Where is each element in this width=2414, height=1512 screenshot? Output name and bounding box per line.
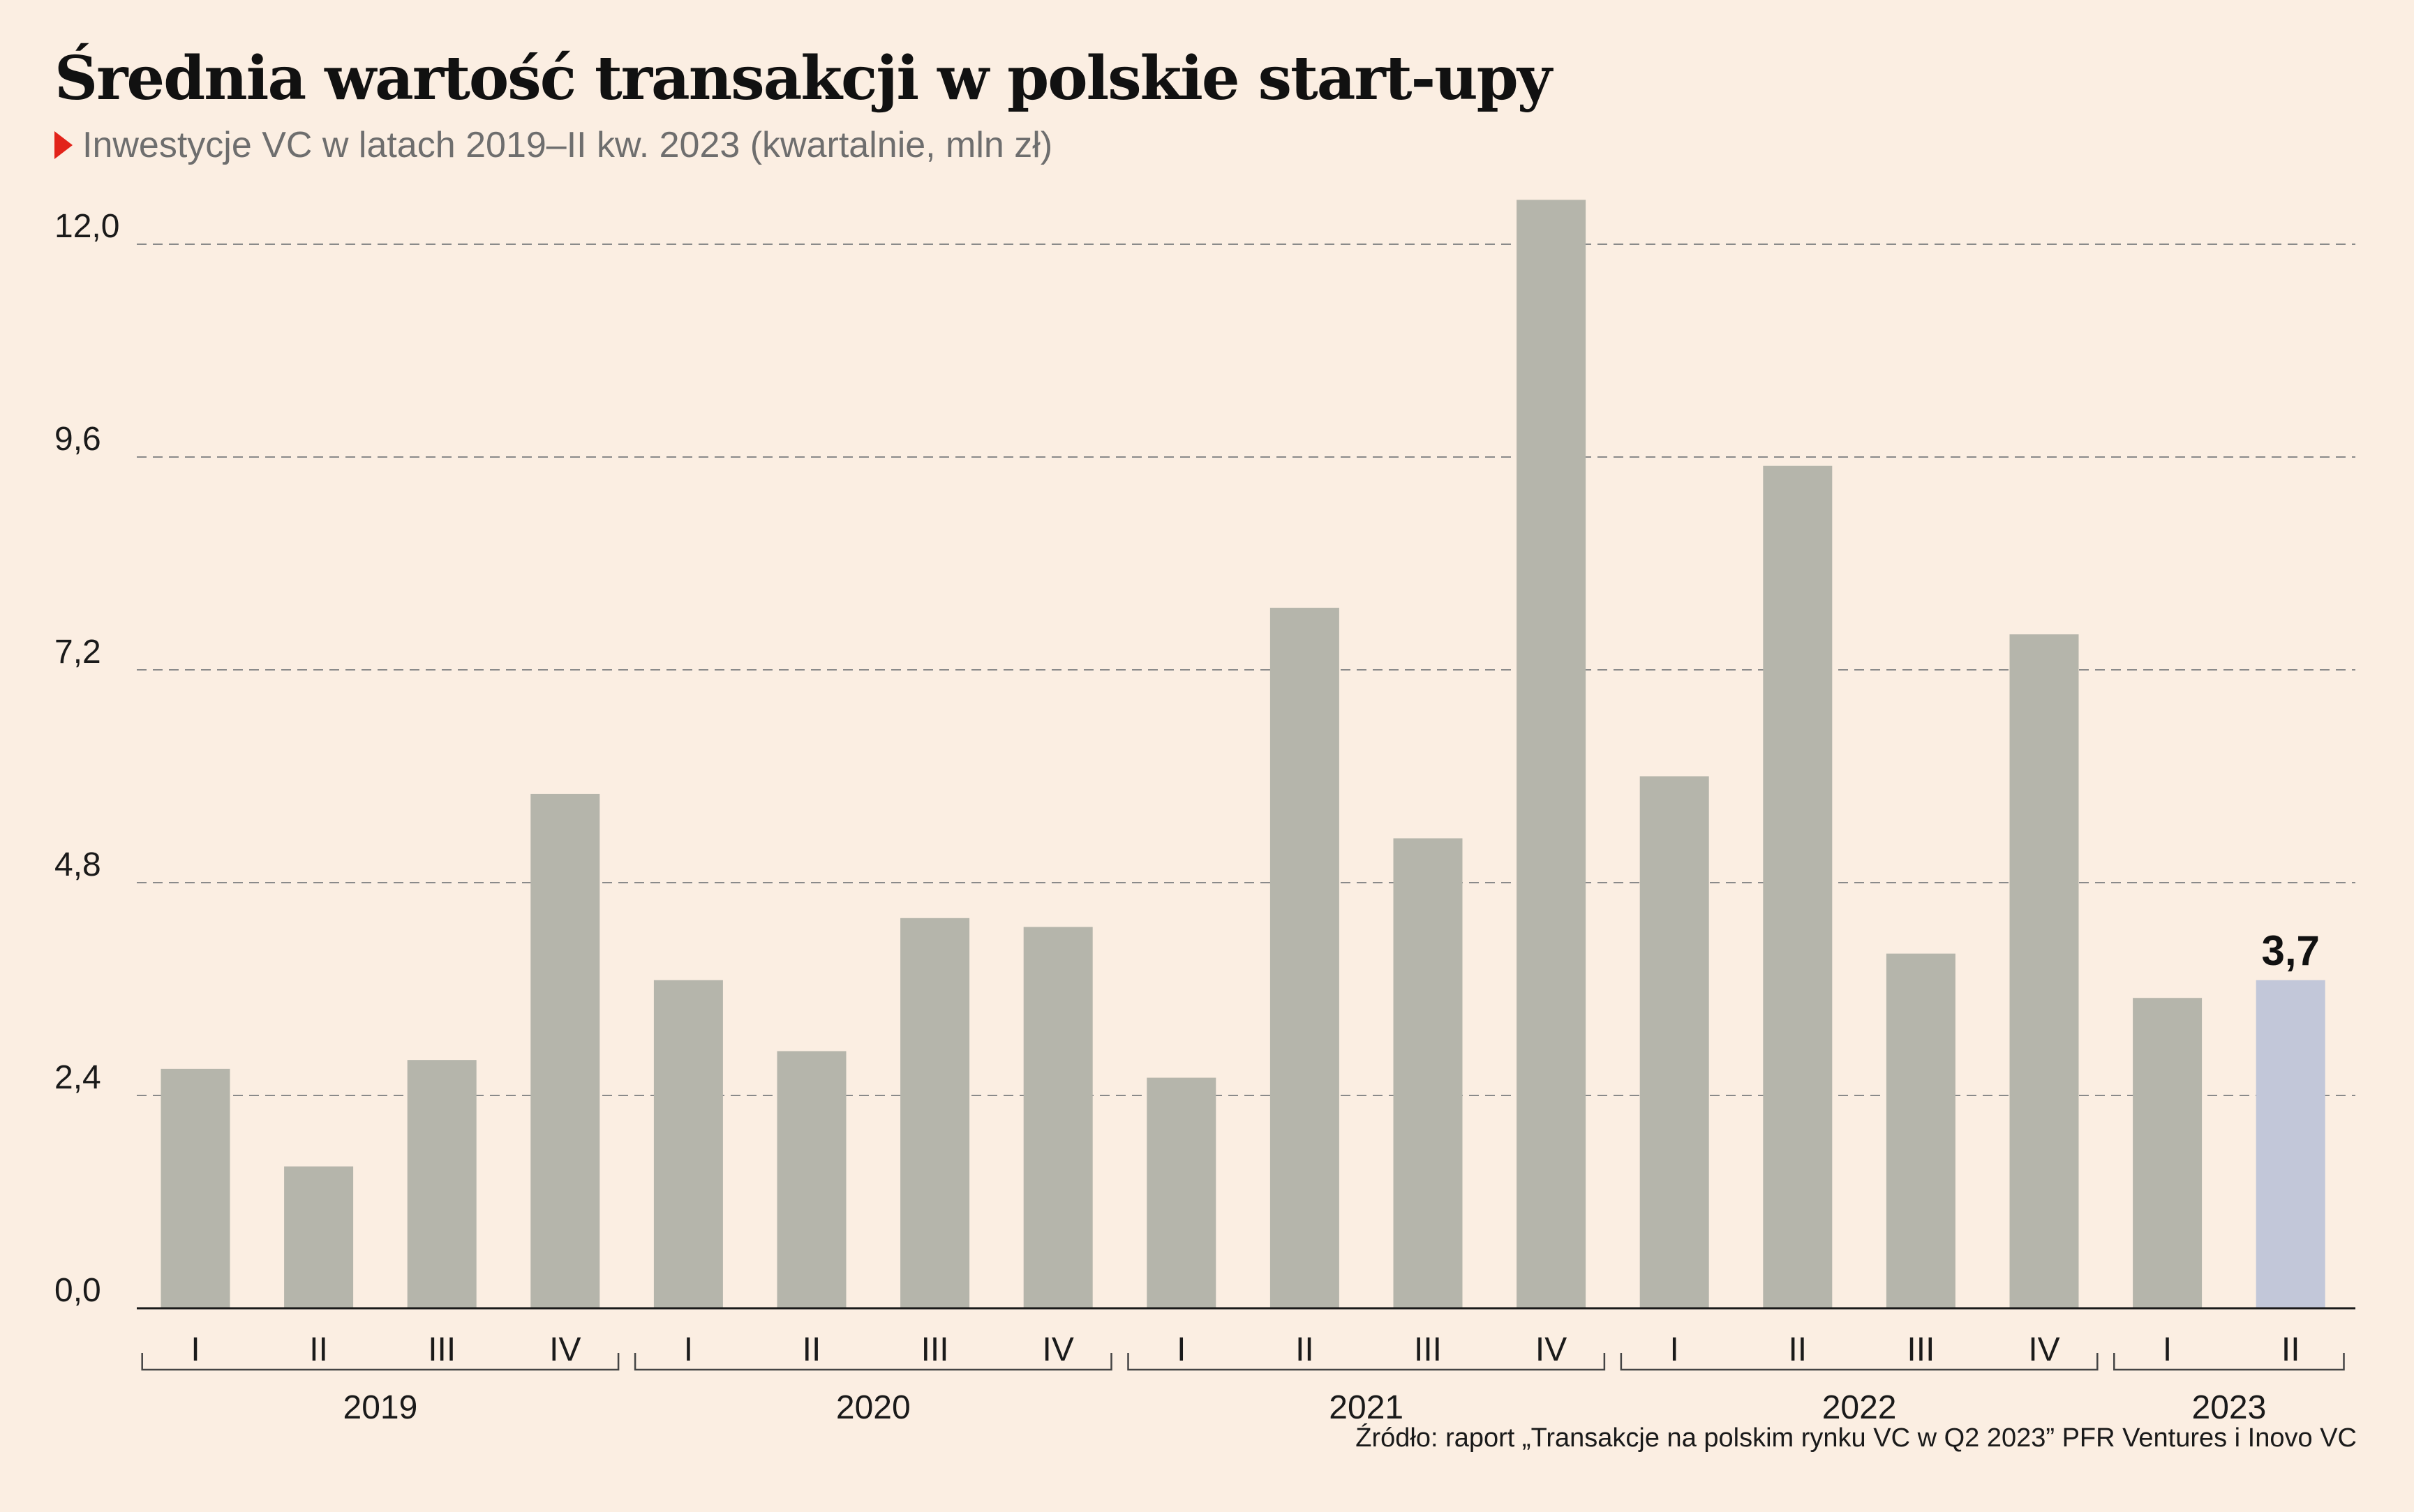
bar xyxy=(1886,953,1955,1308)
year-label: 2023 xyxy=(2192,1389,2267,1426)
bar xyxy=(161,1068,230,1308)
chart-subtitle: Inwestycje VC w latach 2019–II kw. 2023 … xyxy=(54,124,1052,166)
x-tick-label: III xyxy=(921,1331,949,1368)
year-bracket: 2022 xyxy=(1620,1353,2099,1426)
gridlines xyxy=(137,244,2355,1096)
bar xyxy=(530,793,600,1308)
year-bracket: 2019 xyxy=(141,1353,620,1426)
year-label: 2019 xyxy=(343,1389,418,1426)
x-tick-label: II xyxy=(1788,1331,1807,1368)
x-tick-label: III xyxy=(428,1331,456,1368)
source-note: Źródło: raport „Transakcje na polskim ry… xyxy=(1355,1423,2357,1453)
year-groups: 2019 2020 2021 2022 2023 xyxy=(141,1353,2345,1426)
bar xyxy=(777,1051,847,1308)
y-tick-label: 4,8 xyxy=(54,846,101,883)
y-axis-ticks: 0,0 2,4 4,8 7,2 9,6 12,0 xyxy=(54,208,119,1309)
bar xyxy=(1763,465,1833,1309)
bar-highlight xyxy=(2256,980,2325,1308)
x-tick-label: I xyxy=(684,1331,693,1368)
chart-title: Średnia wartość transakcji w polskie sta… xyxy=(54,43,1552,114)
bar xyxy=(2133,998,2203,1308)
year-label: 2022 xyxy=(1822,1389,1897,1426)
x-tick-label: IV xyxy=(2028,1331,2059,1368)
year-bracket-line xyxy=(1620,1353,2099,1371)
year-bracket-line xyxy=(2113,1353,2345,1371)
x-tick-label: IV xyxy=(549,1331,581,1368)
x-tick-label: II xyxy=(309,1331,328,1368)
x-tick-label: IV xyxy=(1535,1331,1567,1368)
year-bracket-line xyxy=(634,1353,1112,1371)
x-tick-label: III xyxy=(1907,1331,1935,1368)
x-tick-label: IV xyxy=(1043,1331,1074,1368)
year-label: 2020 xyxy=(836,1389,911,1426)
y-tick-label: 2,4 xyxy=(54,1059,101,1096)
triangle-marker-icon xyxy=(54,131,73,159)
x-tick-label: II xyxy=(2281,1331,2300,1368)
x-tick-label: I xyxy=(2163,1331,2172,1368)
chart-subtitle-text: Inwestycje VC w latach 2019–II kw. 2023 … xyxy=(82,125,1053,165)
bar xyxy=(653,980,723,1308)
x-tick-label: III xyxy=(1414,1331,1442,1368)
y-tick-label: 12,0 xyxy=(54,208,119,245)
year-bracket-line xyxy=(141,1353,620,1371)
x-tick-label: I xyxy=(1670,1331,1679,1368)
bar xyxy=(1147,1077,1216,1308)
x-tick-label: I xyxy=(191,1331,200,1368)
y-tick-label: 0,0 xyxy=(54,1272,101,1309)
highlight-value-label: 3,7 xyxy=(2261,927,2319,974)
bar xyxy=(284,1166,354,1308)
bar xyxy=(1639,776,1709,1308)
year-label: 2021 xyxy=(1329,1389,1403,1426)
bar xyxy=(1023,927,1093,1308)
bar xyxy=(1269,608,1339,1308)
bar xyxy=(2009,634,2079,1308)
x-tick-label: I xyxy=(1177,1331,1186,1368)
x-axis-labels: I II III IV I II III IV I II III IV I II III IV I II xyxy=(191,1331,2300,1368)
year-bracket: 2020 xyxy=(634,1353,1112,1426)
bars: 3,7 xyxy=(161,200,2325,1309)
x-tick-label: II xyxy=(1295,1331,1314,1368)
y-tick-label: 9,6 xyxy=(54,421,101,458)
bar xyxy=(407,1060,477,1308)
bar xyxy=(900,918,970,1308)
year-bracket: 2021 xyxy=(1127,1353,1606,1426)
year-bracket: 2023 xyxy=(2113,1353,2345,1426)
year-bracket-line xyxy=(1127,1353,1606,1371)
bar xyxy=(1393,838,1463,1308)
bar xyxy=(1517,200,1586,1308)
x-tick-label: II xyxy=(803,1331,821,1368)
y-tick-label: 7,2 xyxy=(54,634,101,671)
